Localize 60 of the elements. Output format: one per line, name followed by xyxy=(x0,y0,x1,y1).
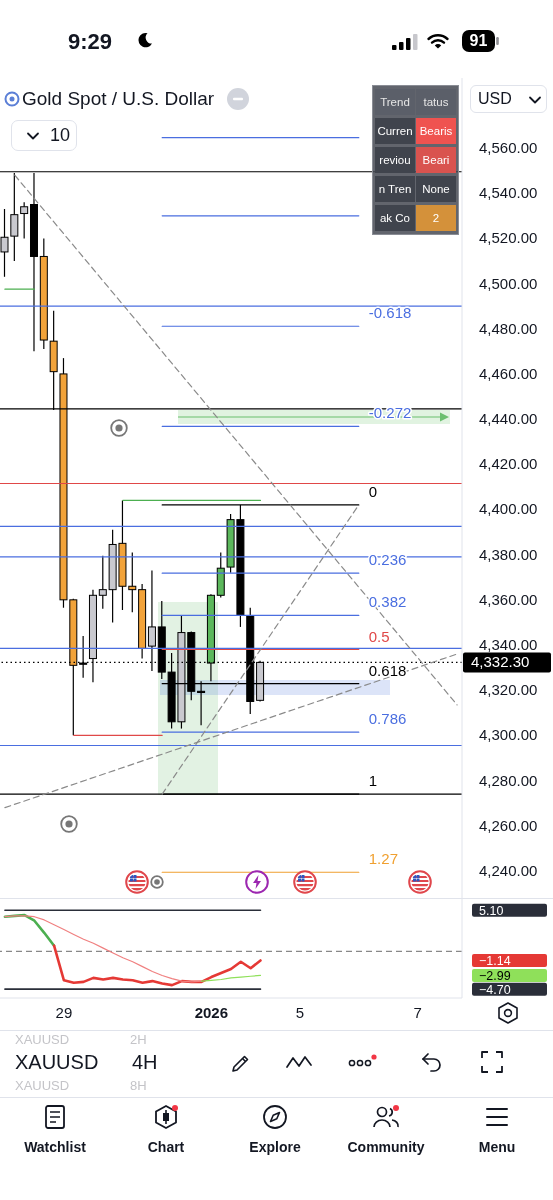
text: 2H xyxy=(130,1032,147,1047)
series-label: 0.786 xyxy=(368,710,407,728)
series-label: 0.382 xyxy=(368,593,407,611)
x-tick-label: 7 xyxy=(413,1004,422,1021)
y-tick-label: 4,400.00 xyxy=(479,500,538,518)
text: Chart xyxy=(147,1139,185,1155)
series-label: 1 xyxy=(368,772,378,790)
y-tick-label: 4,540.00 xyxy=(479,184,538,202)
annotation: Bearis xyxy=(419,125,453,137)
x-tick-label: 29 xyxy=(55,1004,73,1021)
y-tick-label: −4.70 xyxy=(479,982,511,997)
text: Watchlist xyxy=(24,1139,86,1155)
y-tick-label: 4,280.00 xyxy=(479,771,538,789)
annotation: ak Co xyxy=(379,212,411,224)
annotation: reviou xyxy=(379,154,411,166)
annotation: Beari xyxy=(422,154,450,166)
y-tick-label: 4,340.00 xyxy=(479,636,538,653)
annotation: None xyxy=(422,183,450,195)
y-tick-label: 4,320.00 xyxy=(479,681,538,699)
y-tick-label: 5.10 xyxy=(479,903,504,918)
annotation: 10 xyxy=(50,125,71,145)
y-tick-label: 4,420.00 xyxy=(479,455,538,473)
text: Explore xyxy=(249,1139,301,1155)
y-tick-label: 4,440.00 xyxy=(479,410,538,428)
y-tick-label: 4,380.00 xyxy=(479,545,538,563)
ref-line-label: 4,332.30 xyxy=(471,653,530,671)
text: XAUUSD xyxy=(15,1078,70,1093)
x-tick-label: 5 xyxy=(295,1004,304,1021)
text: XAUUSD xyxy=(15,1032,70,1047)
y-tick-label: −1.14 xyxy=(479,953,511,968)
series-label: 0 xyxy=(368,482,378,500)
text: 91 xyxy=(469,32,488,49)
series-label: 0.5 xyxy=(368,627,390,645)
y-tick-label: 4,480.00 xyxy=(479,319,538,337)
annotation: n Tren xyxy=(378,183,412,195)
annotation: Trend xyxy=(380,96,410,108)
series-label: 0.618 xyxy=(368,661,407,679)
y-tick-label: 4,260.00 xyxy=(479,816,538,834)
text: Gold Spot / U.S. Dollar xyxy=(22,88,215,109)
y-tick-label: 4,240.00 xyxy=(479,861,538,879)
y-tick-label: 4,460.00 xyxy=(479,364,538,382)
annotation: tatus xyxy=(423,96,449,108)
series-label: 1.27 xyxy=(368,850,398,868)
text: Menu xyxy=(478,1139,516,1155)
text: 8H xyxy=(130,1078,147,1093)
y-tick-label: 4,300.00 xyxy=(479,726,538,744)
text: 9:29 xyxy=(68,29,113,54)
text: 4H xyxy=(132,1051,158,1073)
y-tick-label: −2.99 xyxy=(479,968,511,983)
y-tick-label: 4,360.00 xyxy=(479,590,538,608)
x-tick-label: 2026 xyxy=(194,1004,229,1021)
y-tick-label: 4,520.00 xyxy=(479,229,538,247)
text: Community xyxy=(347,1139,425,1155)
text: USD xyxy=(478,90,512,107)
y-tick-label: 4,500.00 xyxy=(479,274,538,292)
series-label: -0.618 xyxy=(368,304,412,322)
annotation: 2 xyxy=(432,212,440,224)
annotation: Curren xyxy=(377,125,413,137)
text: XAUUSD xyxy=(15,1051,99,1073)
y-tick-label: 4,560.00 xyxy=(479,139,538,157)
